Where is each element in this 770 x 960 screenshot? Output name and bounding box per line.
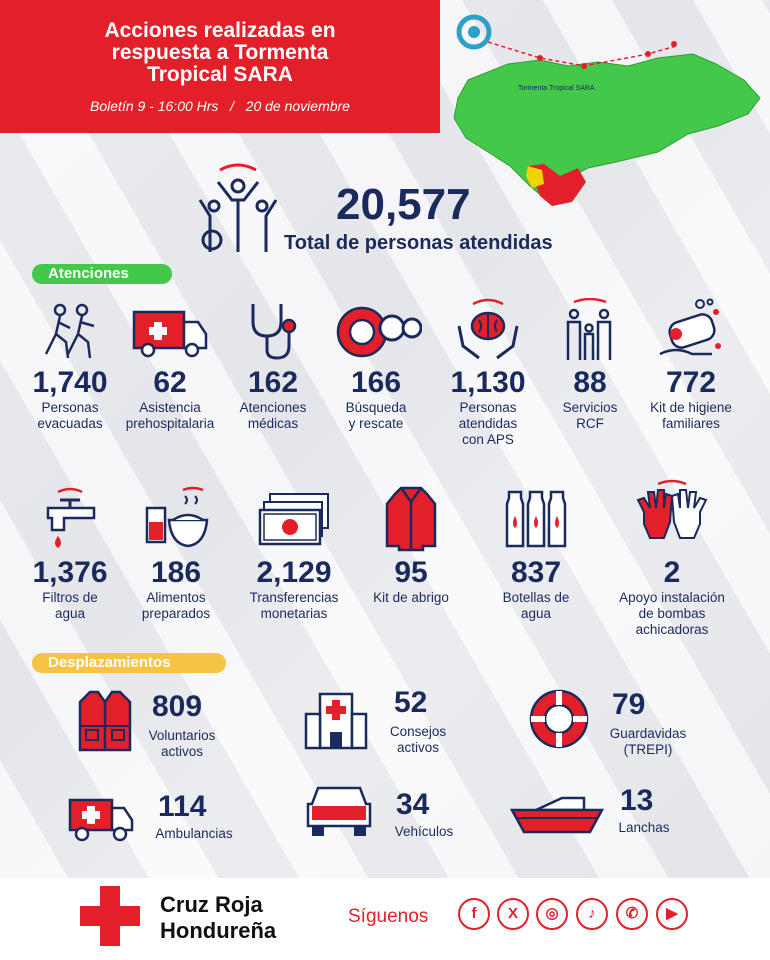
total-value: 20,577 (336, 180, 471, 229)
stat-botellas-agua: 837 Botellas de agua (486, 484, 586, 622)
stat-value: 79 (612, 688, 646, 721)
water-bottles-icon (505, 490, 567, 548)
stat-alimentos-preparados: 186 Alimentos preparados (124, 486, 228, 622)
stat-value: 772 (665, 366, 717, 399)
stat-label: Servicios RCF (562, 400, 618, 431)
food-bowl-icon (145, 486, 209, 548)
ambulance-icon (68, 798, 134, 842)
stat-label: Personas evacuadas (37, 400, 103, 431)
stat-value: 1,376 (32, 556, 108, 589)
stat-voluntarios-activos: 809 Voluntarios activos (76, 688, 276, 768)
stat-label: Lanchas (618, 820, 670, 835)
stat-atenciones-medicas: 162 Atenciones médicas (228, 298, 318, 432)
truck-icon (306, 786, 372, 836)
cash-icon (258, 493, 329, 546)
stat-label: Ambulancias (155, 826, 233, 841)
stat-value: 166 (350, 366, 402, 399)
stat-servicios-rcf: 88 Servicios RCF (548, 298, 632, 432)
soap-icon (659, 298, 721, 356)
water-tap-icon (46, 487, 96, 548)
stat-label: Apoyo instalación de bombas achicadoras (619, 590, 725, 637)
stat-value: 114 (158, 790, 207, 823)
stat-label: Alimentos preparados (141, 590, 211, 621)
stat-value: 186 (150, 556, 202, 589)
stat-label: Filtros de agua (42, 590, 98, 621)
stat-guardavidas: 79 Guardavidas (TREPI) (526, 686, 746, 766)
stat-value: 837 (510, 556, 562, 589)
family-icon (566, 298, 612, 360)
stat-label: Transferencias monetarias (249, 590, 339, 621)
stat-label: Personas atendidas con APS (458, 400, 518, 447)
honduras-map: Tormenta Tropical SARA (448, 6, 766, 216)
stat-ambulancias: 114 Ambulancias (66, 788, 286, 848)
stat-value: 88 (573, 366, 607, 399)
stat-label: Vehículos (394, 824, 454, 839)
stat-bombas-achicadoras: 2 Apoyo instalación de bombas achicadoras (602, 478, 742, 638)
stat-value: 1,130 (450, 366, 526, 399)
stethoscope-icon (251, 304, 297, 360)
stat-value: 52 (394, 686, 428, 719)
stat-label: Botellas de agua (502, 590, 570, 621)
vest-icon (78, 690, 132, 752)
stat-label: Guardavidas (TREPI) (609, 726, 687, 757)
gloves-icon (636, 479, 708, 539)
lifebuoy-binoculars-icon (336, 306, 422, 358)
ambulance-icon (132, 310, 208, 358)
stat-kit-higiene: 772 Kit de higiene familiares (636, 298, 746, 432)
stat-label: Kit de higiene familiares (650, 400, 732, 431)
total-section: 20,577 Total de personas atendidas (196, 160, 616, 260)
x-icon[interactable]: X (497, 898, 529, 930)
org-name: Cruz Roja Hondureña (160, 892, 277, 943)
stat-consejos-activos: 52 Consejos activos (302, 686, 502, 766)
bulletin-info: Boletín 9 - 16:00 Hrs / 20 de noviembre (90, 98, 350, 114)
stat-asistencia-prehospitalaria: 62 Asistencia prehospitalaria (116, 298, 224, 432)
follow-label: Síguenos (348, 906, 429, 927)
youtube-icon[interactable]: ▶ (656, 898, 688, 930)
stat-value: 162 (247, 366, 299, 399)
stat-value: 2 (663, 556, 681, 589)
boat-icon (510, 796, 605, 834)
red-cross-logo (80, 886, 140, 946)
people-group-icon (198, 163, 278, 252)
desplazamientos-header: Desplazamientos (32, 653, 226, 673)
stat-value: 13 (620, 784, 654, 817)
stat-vehiculos: 34 Vehículos (304, 784, 504, 844)
stat-value: 1,740 (32, 366, 108, 399)
stat-label: Atenciones médicas (239, 400, 307, 431)
running-people-icon (44, 303, 95, 359)
stat-label: Consejos activos (389, 724, 447, 755)
stat-value: 62 (153, 366, 187, 399)
stat-label: Asistencia prehospitalaria (125, 400, 215, 431)
header-banner: Acciones realizadas en respuesta a Torme… (0, 0, 440, 133)
brain-hands-icon (457, 298, 519, 360)
stat-label: Kit de abrigo (373, 590, 449, 605)
whatsapp-icon[interactable]: ✆ (616, 898, 648, 930)
stat-label: Búsqueda y rescate (345, 400, 407, 431)
tiktok-icon[interactable]: ♪ (576, 898, 608, 930)
stat-value: 809 (152, 690, 203, 723)
instagram-icon[interactable]: ◎ (536, 898, 568, 930)
stat-busqueda-rescate: 166 Búsqueda y rescate (326, 298, 426, 432)
stat-value: 34 (396, 788, 430, 821)
map-label: Tormenta Tropical SARA (518, 85, 595, 92)
stat-personas-evacuadas: 1,740 Personas evacuadas (20, 298, 120, 432)
atenciones-header: Atenciones (32, 264, 172, 284)
stat-value: 95 (394, 556, 428, 589)
stat-kit-abrigo: 95 Kit de abrigo (366, 484, 456, 606)
lifebuoy-icon (529, 689, 589, 749)
page-title: Acciones realizadas en respuesta a Torme… (104, 19, 336, 86)
stat-lanchas: 13 Lanchas (510, 784, 746, 844)
total-label: Total de personas atendidas (284, 232, 553, 254)
stat-filtros-agua: 1,376 Filtros de agua (20, 486, 120, 622)
stat-transferencias-monetarias: 2,129 Transferencias monetarias (236, 486, 352, 622)
hospital-building-icon (304, 692, 368, 750)
stat-label: Voluntarios activos (148, 728, 216, 759)
footer: Cruz Roja Hondureña Síguenos f X ◎ ♪ ✆ ▶ (0, 878, 770, 960)
stat-value: 2,129 (256, 556, 332, 589)
stat-personas-aps: 1,130 Personas atendidas con APS (438, 296, 538, 448)
facebook-icon[interactable]: f (458, 898, 490, 930)
coat-icon (385, 486, 437, 552)
